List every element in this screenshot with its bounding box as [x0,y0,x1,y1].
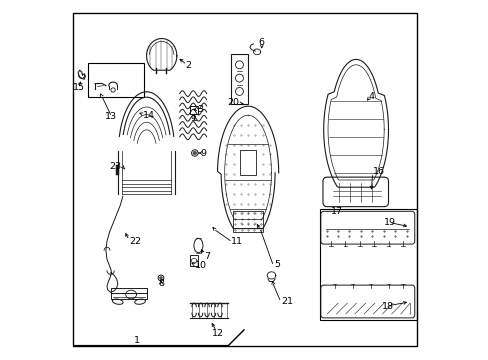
Bar [88,63,143,97]
Text: 19: 19 [384,217,395,227]
Text: 12: 12 [211,329,223,338]
Text: 22: 22 [129,238,141,246]
Text: 5: 5 [273,260,280,269]
Circle shape [193,152,196,154]
Text: 7: 7 [204,252,210,261]
Text: 10: 10 [194,261,206,270]
Text: 2: 2 [185,61,191,70]
Text: 9: 9 [200,149,206,158]
Bar [320,209,416,320]
Text: 13: 13 [104,112,117,121]
Text: 21: 21 [281,297,293,306]
Bar [189,255,197,266]
Text: 14: 14 [142,111,155,120]
Text: 3: 3 [197,105,203,114]
Text: 20: 20 [226,98,239,107]
Bar [111,288,147,299]
Text: 4: 4 [368,91,374,100]
Text: 17: 17 [331,207,343,216]
Circle shape [160,277,162,279]
Text: 11: 11 [230,238,243,246]
Text: 8: 8 [158,279,163,288]
Text: 23: 23 [109,162,121,171]
Text: 6: 6 [258,38,264,47]
Bar [230,54,247,104]
Bar [189,106,197,114]
Text: 15: 15 [73,83,85,91]
Text: 1: 1 [133,336,139,345]
Text: 16: 16 [373,167,385,176]
Text: 18: 18 [381,302,393,311]
Bar [232,211,263,232]
Bar [240,150,256,175]
